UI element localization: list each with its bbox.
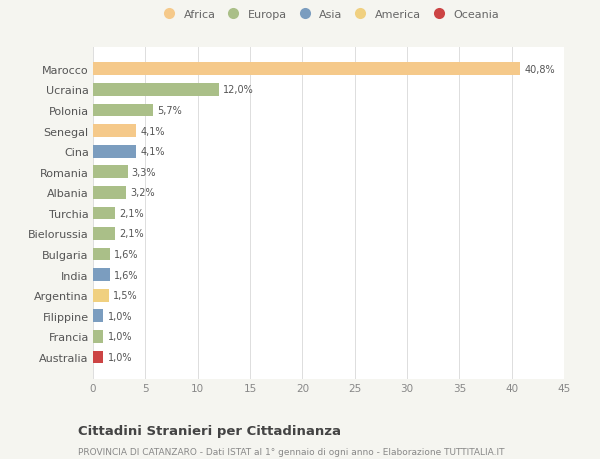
Bar	[93, 330, 103, 343]
Text: 5,7%: 5,7%	[157, 106, 182, 116]
Text: 40,8%: 40,8%	[524, 65, 555, 74]
Text: 4,1%: 4,1%	[140, 147, 164, 157]
Bar	[93, 146, 136, 158]
Text: 1,6%: 1,6%	[114, 270, 139, 280]
Text: 3,3%: 3,3%	[132, 168, 156, 177]
Bar	[93, 63, 520, 76]
Text: 3,2%: 3,2%	[131, 188, 155, 198]
Text: Cittadini Stranieri per Cittadinanza: Cittadini Stranieri per Cittadinanza	[78, 425, 341, 437]
Bar	[93, 248, 110, 261]
Bar	[93, 289, 109, 302]
Bar	[93, 228, 115, 241]
Text: PROVINCIA DI CATANZARO - Dati ISTAT al 1° gennaio di ogni anno - Elaborazione TU: PROVINCIA DI CATANZARO - Dati ISTAT al 1…	[78, 448, 505, 457]
Bar	[93, 104, 152, 117]
Text: 12,0%: 12,0%	[223, 85, 254, 95]
Legend: Africa, Europa, Asia, America, Oceania: Africa, Europa, Asia, America, Oceania	[156, 7, 501, 22]
Bar	[93, 84, 218, 96]
Text: 2,1%: 2,1%	[119, 208, 144, 218]
Bar	[93, 166, 128, 179]
Text: 4,1%: 4,1%	[140, 126, 164, 136]
Bar	[93, 269, 110, 281]
Bar	[93, 207, 115, 220]
Text: 1,0%: 1,0%	[107, 332, 132, 341]
Text: 1,5%: 1,5%	[113, 291, 137, 301]
Bar	[93, 351, 103, 364]
Text: 2,1%: 2,1%	[119, 229, 144, 239]
Text: 1,0%: 1,0%	[107, 311, 132, 321]
Text: 1,0%: 1,0%	[107, 353, 132, 362]
Bar	[93, 186, 127, 199]
Bar	[93, 125, 136, 138]
Text: 1,6%: 1,6%	[114, 250, 139, 259]
Bar	[93, 310, 103, 323]
